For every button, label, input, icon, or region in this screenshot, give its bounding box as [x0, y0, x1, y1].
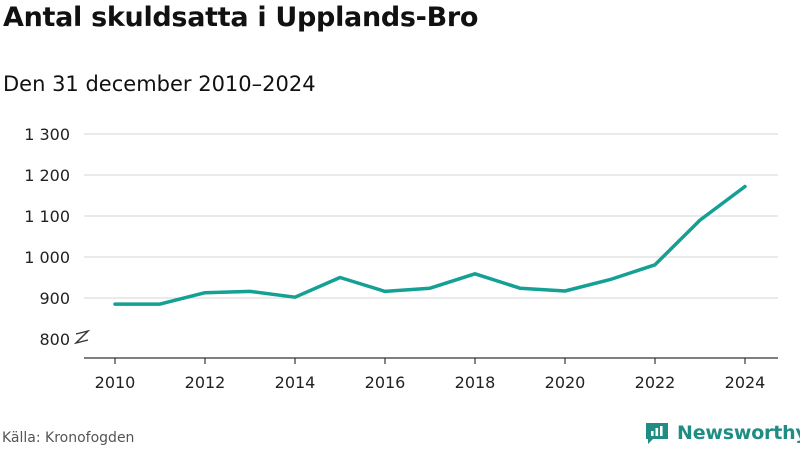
y-tick-label: 1 300: [24, 125, 70, 144]
x-tick-label: 2010: [95, 373, 136, 392]
y-tick-label: 800: [39, 330, 70, 349]
x-tick-label: 2022: [635, 373, 676, 392]
source-note: Källa: Kronofogden: [2, 430, 135, 446]
x-axis: 2010 2012 2014 2016 2018 2020 2022 2024: [84, 357, 778, 392]
y-tick-label: 1 200: [24, 166, 70, 185]
axis-break-icon: [73, 329, 91, 345]
x-tick-label: 2018: [455, 373, 496, 392]
brand-name: Newsworthy: [677, 422, 800, 444]
x-tick-label: 2016: [365, 373, 406, 392]
brand-logo: Newsworthy: [644, 420, 800, 446]
x-tick-label: 2014: [275, 373, 316, 392]
x-tick-label: 2024: [725, 373, 766, 392]
newsworthy-logo-icon: [646, 423, 668, 444]
series-line: [113, 184, 747, 306]
y-tick-label: 900: [39, 289, 70, 308]
x-tick-label: 2020: [545, 373, 586, 392]
y-axis-ticks: 800 900 1 000 1 100 1 200 1 300: [24, 125, 91, 349]
chart-subtitle: Den 31 december 2010–2024: [3, 72, 316, 96]
x-tick-label: 2012: [185, 373, 226, 392]
chart-title: Antal skuldsatta i Upplands-Bro: [3, 2, 479, 33]
series-layer: [113, 184, 747, 306]
y-tick-label: 1 100: [24, 207, 70, 226]
y-tick-label: 1 000: [24, 248, 70, 267]
gridlines: [84, 133, 778, 299]
